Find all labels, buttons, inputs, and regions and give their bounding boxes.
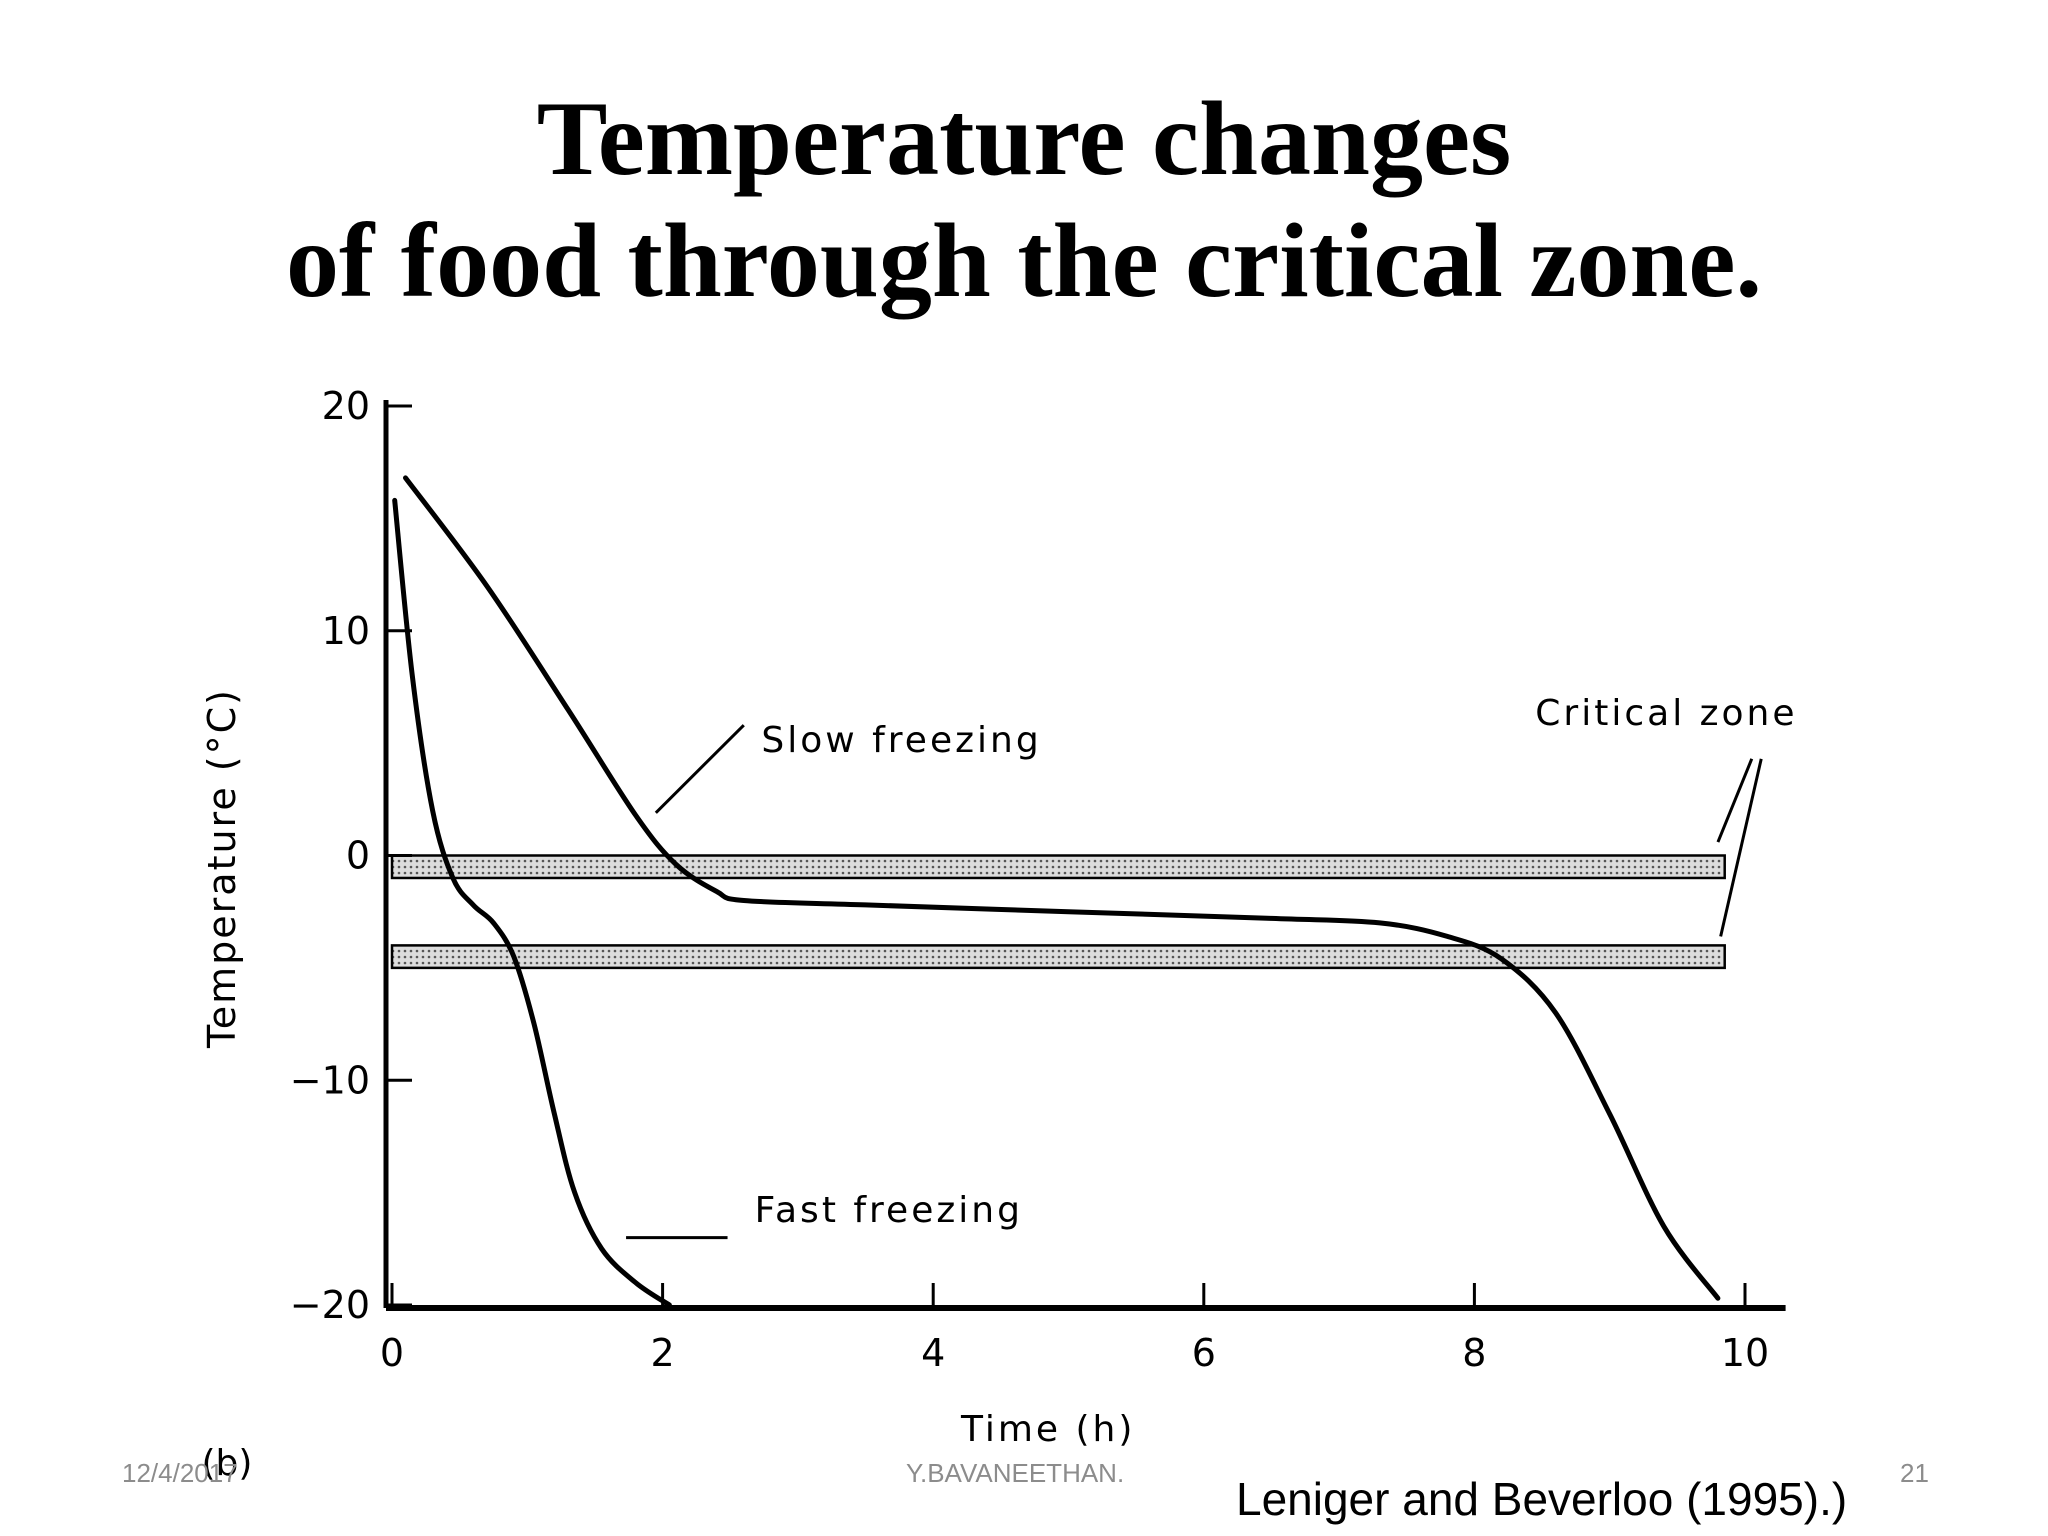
y-tick-label: 0: [346, 834, 370, 878]
x-axis-title: Time (h): [960, 1409, 1135, 1450]
panel-label: (b): [202, 1443, 253, 1484]
y-tick-label: 10: [322, 609, 370, 653]
y-tick-label: −20: [290, 1283, 370, 1327]
x-tick-label: 4: [921, 1331, 945, 1375]
footer-author: Y.BAVANEETHAN.: [906, 1458, 1125, 1488]
critical-zone-label: Critical zone: [1535, 693, 1797, 734]
y-axis-title: Temperature (°C): [200, 688, 244, 1049]
slow-freezing-leader: [654, 724, 745, 814]
fast-freezing-curve: [392, 497, 672, 1308]
footer-date: 12/4/2017: [122, 1458, 238, 1488]
citation: Leniger and Beverloo (1995).): [1236, 1473, 1848, 1525]
x-tick-label: 2: [651, 1331, 675, 1375]
critical-zone-leader-2: [1719, 758, 1763, 937]
critical-zone-band-1: [390, 854, 1726, 880]
x-tick-label: 6: [1192, 1331, 1216, 1375]
footer-page-number: 21: [1900, 1458, 1929, 1488]
y-tick-label: 20: [322, 384, 370, 428]
fast-freezing-label: Fast freezing: [755, 1190, 1023, 1231]
x-tick-label: 0: [380, 1331, 404, 1375]
slide-title-line-1: Temperature changes: [536, 80, 1512, 197]
slide-title-line-2: of food through the critical zone.: [286, 202, 1762, 319]
y-tick-label: −10: [290, 1058, 370, 1102]
slow-freezing-label: Slow freezing: [761, 720, 1041, 761]
x-tick-label: 10: [1721, 1331, 1769, 1375]
critical-zone-band-2: [390, 944, 1726, 970]
critical-zone-leader-1: [1716, 758, 1754, 843]
x-tick-label: 8: [1462, 1331, 1486, 1375]
slow-freezing-curve: [403, 475, 1721, 1301]
